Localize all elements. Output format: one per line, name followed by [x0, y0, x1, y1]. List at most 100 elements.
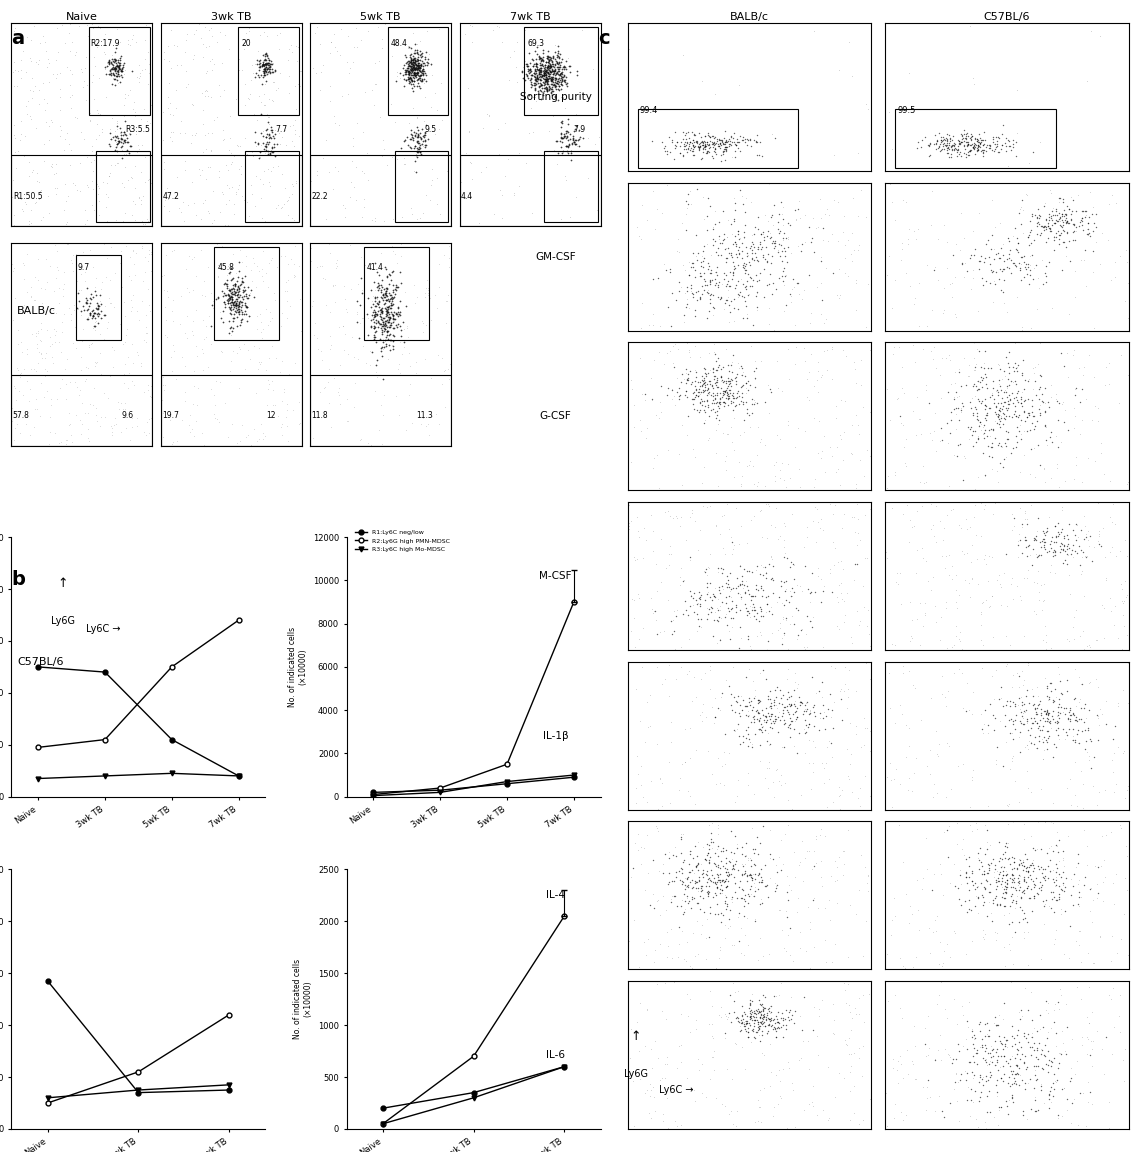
Point	[540, 67, 559, 85]
Point	[210, 289, 228, 308]
Point	[809, 362, 828, 380]
Point	[1000, 249, 1018, 267]
Point	[229, 305, 247, 324]
Point	[1009, 1058, 1027, 1076]
Point	[109, 54, 128, 73]
Point	[133, 237, 152, 256]
Point	[719, 389, 738, 408]
Point	[1013, 851, 1032, 870]
Point	[725, 257, 743, 275]
Point	[829, 192, 847, 211]
Point	[815, 342, 833, 361]
Point	[979, 420, 998, 439]
Point	[709, 137, 727, 156]
Point	[717, 870, 735, 888]
Point	[100, 53, 119, 71]
Point	[969, 844, 987, 863]
Point	[564, 129, 583, 147]
Point	[1096, 493, 1114, 511]
Point	[709, 238, 727, 257]
Point	[1097, 358, 1115, 377]
Point	[44, 165, 63, 183]
Point	[715, 270, 733, 288]
Point	[643, 182, 661, 200]
Point	[1077, 391, 1096, 409]
Point	[991, 1032, 1009, 1051]
Point	[367, 297, 385, 316]
Point	[990, 872, 1008, 890]
Point	[724, 540, 742, 559]
Point	[1007, 407, 1025, 425]
Point	[26, 327, 44, 346]
Point	[815, 774, 833, 793]
Point	[1050, 525, 1068, 544]
Point	[668, 242, 686, 260]
Point	[405, 55, 423, 74]
Point	[707, 420, 725, 439]
Point	[1037, 273, 1056, 291]
Point	[940, 130, 959, 149]
Point	[921, 134, 939, 152]
Point	[732, 1010, 750, 1029]
Point	[812, 274, 830, 293]
Point	[124, 191, 142, 210]
Point	[194, 35, 212, 53]
Point	[112, 60, 130, 78]
Point	[1049, 726, 1067, 744]
Point	[910, 901, 928, 919]
Point	[1044, 545, 1062, 563]
Point	[195, 272, 213, 290]
Point	[793, 235, 812, 253]
Point	[378, 301, 397, 319]
Point	[526, 68, 544, 86]
Point	[812, 826, 830, 844]
Point	[739, 1023, 757, 1041]
Point	[556, 71, 575, 90]
Point	[381, 300, 399, 318]
Point	[1013, 882, 1032, 901]
Point	[727, 499, 746, 517]
Point	[229, 180, 247, 198]
Point	[1058, 213, 1076, 232]
Point	[556, 128, 575, 146]
Point	[812, 510, 830, 529]
Point	[353, 309, 372, 327]
Point	[420, 426, 438, 445]
Point	[742, 237, 760, 256]
Point	[940, 873, 959, 892]
Point	[409, 56, 428, 75]
Point	[1000, 1105, 1018, 1123]
Point	[1003, 848, 1021, 866]
Point	[1067, 707, 1085, 726]
Point	[711, 912, 730, 931]
Point	[710, 858, 728, 877]
Point	[756, 435, 774, 454]
Point	[111, 33, 129, 52]
Point	[699, 605, 717, 623]
Point	[396, 46, 414, 65]
Point	[978, 864, 996, 882]
Point	[412, 128, 430, 146]
Point	[80, 297, 98, 316]
Point	[391, 263, 409, 281]
Point	[665, 622, 683, 641]
Point	[661, 342, 679, 361]
Point	[975, 550, 993, 568]
Point	[532, 61, 551, 79]
Point	[750, 704, 768, 722]
Point	[1013, 1045, 1032, 1063]
Point	[523, 66, 542, 84]
Point	[1011, 586, 1029, 605]
Point	[968, 1055, 986, 1074]
Point	[1083, 1096, 1101, 1114]
Point	[906, 1037, 925, 1055]
Point	[701, 294, 719, 312]
Point	[771, 901, 789, 919]
Point	[214, 81, 233, 99]
Point	[792, 695, 811, 713]
Point	[72, 361, 90, 379]
Point	[1081, 1045, 1099, 1063]
Point	[660, 842, 678, 861]
Point	[1053, 539, 1072, 558]
Point	[712, 851, 731, 870]
